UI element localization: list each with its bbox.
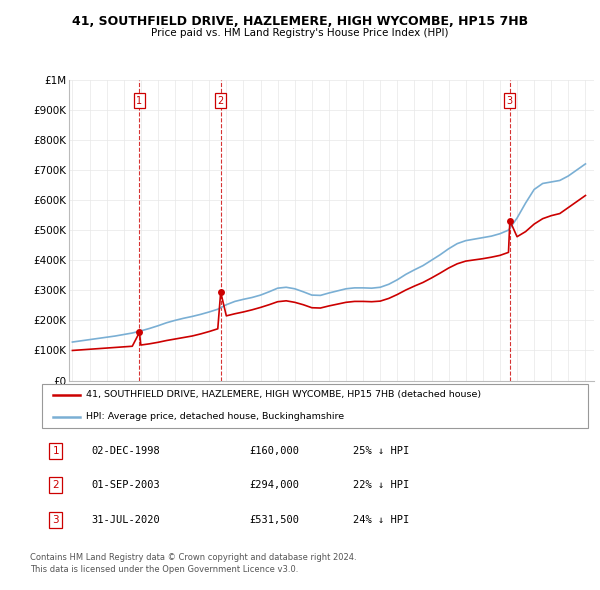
Text: 41, SOUTHFIELD DRIVE, HAZLEMERE, HIGH WYCOMBE, HP15 7HB (detached house): 41, SOUTHFIELD DRIVE, HAZLEMERE, HIGH WY… xyxy=(86,390,481,399)
Text: 1: 1 xyxy=(52,446,59,456)
Text: HPI: Average price, detached house, Buckinghamshire: HPI: Average price, detached house, Buck… xyxy=(86,412,344,421)
Text: 1: 1 xyxy=(136,96,143,106)
Text: 22% ↓ HPI: 22% ↓ HPI xyxy=(353,480,409,490)
Text: 31-JUL-2020: 31-JUL-2020 xyxy=(91,514,160,525)
Text: Contains HM Land Registry data © Crown copyright and database right 2024.: Contains HM Land Registry data © Crown c… xyxy=(30,553,356,562)
Text: Price paid vs. HM Land Registry's House Price Index (HPI): Price paid vs. HM Land Registry's House … xyxy=(151,28,449,38)
Text: £294,000: £294,000 xyxy=(250,480,299,490)
Text: This data is licensed under the Open Government Licence v3.0.: This data is licensed under the Open Gov… xyxy=(30,565,298,574)
Text: 25% ↓ HPI: 25% ↓ HPI xyxy=(353,446,409,456)
Text: £531,500: £531,500 xyxy=(250,514,299,525)
Text: 2: 2 xyxy=(218,96,224,106)
FancyBboxPatch shape xyxy=(42,384,588,428)
Text: 02-DEC-1998: 02-DEC-1998 xyxy=(91,446,160,456)
Text: £160,000: £160,000 xyxy=(250,446,299,456)
Text: 01-SEP-2003: 01-SEP-2003 xyxy=(91,480,160,490)
Text: 3: 3 xyxy=(507,96,513,106)
Text: 41, SOUTHFIELD DRIVE, HAZLEMERE, HIGH WYCOMBE, HP15 7HB: 41, SOUTHFIELD DRIVE, HAZLEMERE, HIGH WY… xyxy=(72,15,528,28)
Text: 3: 3 xyxy=(52,514,59,525)
Text: 24% ↓ HPI: 24% ↓ HPI xyxy=(353,514,409,525)
Text: 2: 2 xyxy=(52,480,59,490)
